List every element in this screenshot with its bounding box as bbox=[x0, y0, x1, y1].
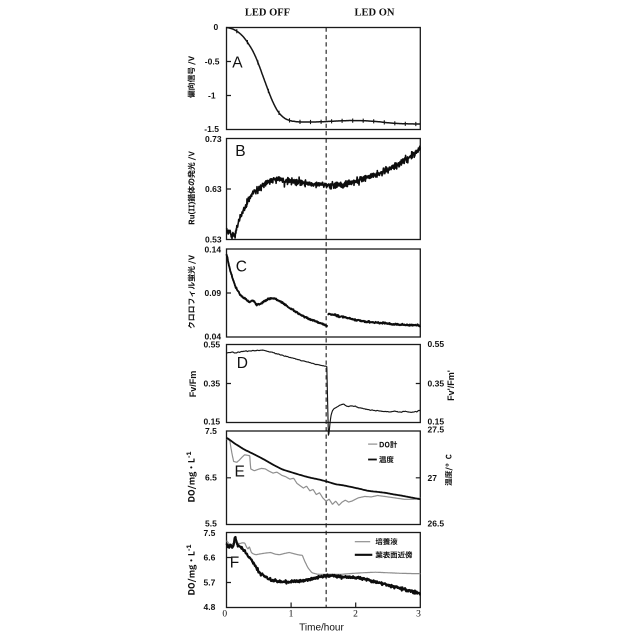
svg-text:0.04: 0.04 bbox=[205, 331, 222, 341]
svg-text:-1.5: -1.5 bbox=[204, 124, 219, 134]
svg-text:0.55: 0.55 bbox=[204, 340, 221, 350]
svg-text:B: B bbox=[235, 143, 245, 160]
svg-text:0.35: 0.35 bbox=[428, 379, 445, 389]
svg-text:A: A bbox=[232, 55, 243, 72]
svg-text:7.5: 7.5 bbox=[204, 528, 216, 538]
svg-text:-0.5: -0.5 bbox=[205, 57, 220, 67]
svg-text:27.5: 27.5 bbox=[428, 424, 445, 434]
svg-text:0: 0 bbox=[222, 610, 227, 620]
svg-text:26.5: 26.5 bbox=[428, 518, 445, 528]
svg-text:0.55: 0.55 bbox=[428, 339, 445, 349]
svg-text:LED ON: LED ON bbox=[355, 8, 395, 19]
svg-text:0.15: 0.15 bbox=[204, 417, 221, 427]
svg-text:7.5: 7.5 bbox=[205, 426, 217, 436]
svg-text:6.6: 6.6 bbox=[204, 553, 216, 563]
svg-text:5.5: 5.5 bbox=[205, 518, 217, 528]
svg-text:0.35: 0.35 bbox=[204, 379, 221, 389]
svg-text:0.14: 0.14 bbox=[205, 245, 222, 255]
svg-text:2: 2 bbox=[353, 610, 358, 620]
svg-text:-1: -1 bbox=[208, 91, 216, 101]
svg-text:0.73: 0.73 bbox=[205, 134, 222, 144]
svg-text:F: F bbox=[230, 555, 239, 572]
svg-text:3: 3 bbox=[416, 610, 421, 620]
svg-text:4.8: 4.8 bbox=[204, 602, 216, 612]
svg-text:27: 27 bbox=[428, 473, 438, 483]
svg-text:1: 1 bbox=[289, 610, 294, 620]
svg-text:0.09: 0.09 bbox=[205, 288, 222, 298]
svg-text:0.15: 0.15 bbox=[428, 417, 445, 427]
svg-text:Fv'/Fm': Fv'/Fm' bbox=[446, 370, 456, 401]
svg-text:5.7: 5.7 bbox=[204, 578, 216, 588]
svg-text:Time/hour: Time/hour bbox=[299, 623, 344, 634]
svg-text:Fv/Fm: Fv/Fm bbox=[188, 371, 198, 398]
svg-text:D: D bbox=[237, 355, 248, 372]
svg-text:0.63: 0.63 bbox=[205, 184, 222, 194]
svg-text:E: E bbox=[235, 463, 245, 480]
svg-text:LED OFF: LED OFF bbox=[245, 8, 290, 19]
svg-text:0.53: 0.53 bbox=[205, 234, 222, 244]
svg-text:C: C bbox=[236, 258, 247, 275]
svg-text:6.5: 6.5 bbox=[205, 473, 217, 483]
svg-text:0: 0 bbox=[214, 22, 219, 32]
